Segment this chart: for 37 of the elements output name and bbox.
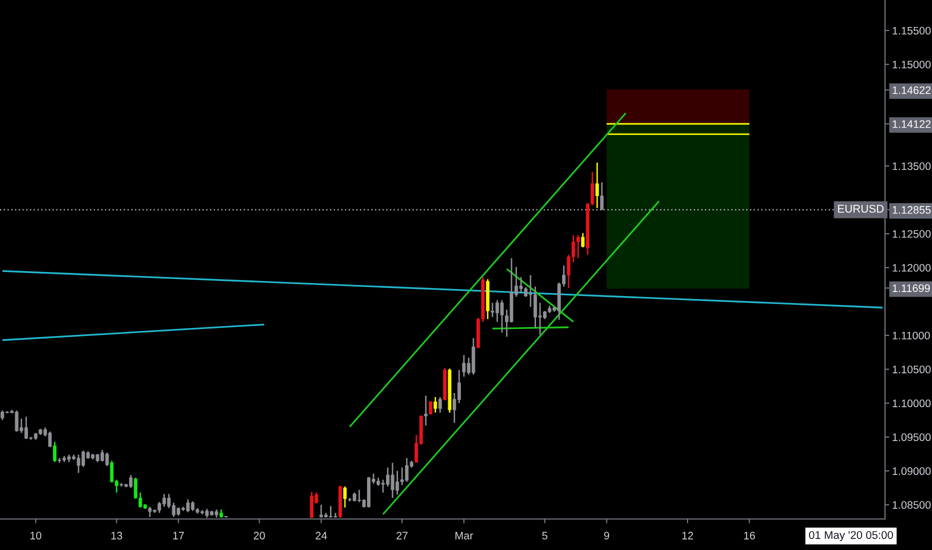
- candlestick: [595, 162, 599, 209]
- candlestick: [600, 182, 604, 211]
- candlestick: [428, 400, 432, 416]
- y-tick-label: 1.12500: [892, 230, 931, 238]
- y-tick-label: 1.15000: [892, 60, 931, 68]
- candlestick: [52, 441, 56, 463]
- candlestick: [343, 486, 347, 508]
- y-tick-label: 1.10500: [892, 366, 931, 374]
- ref-line-label: EURUSD: [838, 204, 884, 213]
- candlestick: [424, 394, 428, 426]
- text: 01 May '20 05:00: [808, 531, 894, 542]
- x-tick-label: 13: [111, 532, 122, 540]
- y-tick-label: 1.11000: [892, 332, 930, 340]
- y-tick-label: 1.10000: [892, 400, 931, 408]
- x-tick-label: 10: [30, 532, 42, 540]
- x-tick-label: 12: [682, 532, 694, 540]
- x-tick-label: 24: [316, 532, 327, 540]
- y-tick-label: 1.12000: [892, 264, 931, 272]
- y-tick-label: 1.11699: [892, 284, 930, 292]
- y-tick-label: 1.08500: [892, 501, 931, 509]
- x-tick-label: 16: [744, 532, 755, 540]
- x-tick-label: Mar: [455, 532, 474, 540]
- candlestick: [434, 396, 438, 414]
- y-tick-label: 1.14622: [892, 86, 931, 94]
- x-tick-label: 20: [254, 532, 265, 540]
- candlestick: [438, 396, 442, 414]
- y-tick-label: 1.15500: [892, 26, 931, 35]
- x-tick-label: 17: [173, 532, 184, 540]
- x-tick-label: 27: [396, 532, 408, 540]
- candlestick: [581, 232, 585, 248]
- x-tick-label: 5: [542, 532, 548, 540]
- y-tick-label: 1.13500: [892, 162, 931, 170]
- y-tick-label: 1.09000: [892, 467, 931, 475]
- y-tick-label: 1.09500: [892, 433, 931, 442]
- x-tick-label: 9: [604, 532, 610, 540]
- y-tick-label: 1.14122: [892, 120, 931, 128]
- y-tick-label: 1.12855: [892, 206, 931, 214]
